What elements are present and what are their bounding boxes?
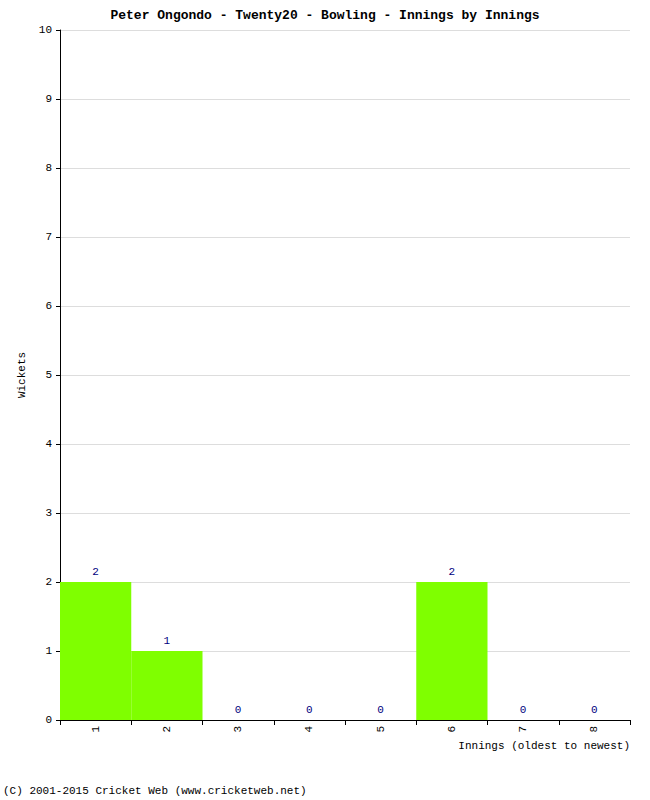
svg-text:1: 1 [45,645,52,657]
svg-text:0: 0 [306,704,313,716]
svg-text:0: 0 [235,704,242,716]
svg-text:2: 2 [161,726,173,733]
svg-text:7: 7 [517,726,529,733]
svg-text:0: 0 [520,704,527,716]
svg-text:4: 4 [45,438,52,450]
svg-text:3: 3 [45,507,52,519]
svg-text:Innings (oldest to newest): Innings (oldest to newest) [458,740,630,752]
svg-text:1: 1 [90,726,102,733]
svg-text:9: 9 [45,93,52,105]
svg-text:1: 1 [164,635,171,647]
svg-text:0: 0 [591,704,598,716]
svg-text:2: 2 [92,566,99,578]
svg-text:7: 7 [45,231,52,243]
svg-text:6: 6 [446,726,458,733]
svg-text:3: 3 [232,726,244,733]
svg-text:(C) 2001-2015 Cricket Web (www: (C) 2001-2015 Cricket Web (www.cricketwe… [3,785,307,797]
svg-text:5: 5 [45,369,52,381]
svg-text:6: 6 [45,300,52,312]
svg-text:0: 0 [377,704,384,716]
svg-text:4: 4 [303,726,315,733]
svg-text:8: 8 [45,162,52,174]
svg-text:10: 10 [39,24,52,36]
svg-text:5: 5 [375,726,387,733]
svg-text:Peter Ongondo - Twenty20 - Bow: Peter Ongondo - Twenty20 - Bowling - Inn… [110,8,539,23]
svg-text:2: 2 [45,576,52,588]
svg-text:0: 0 [45,714,52,726]
svg-text:2: 2 [449,566,456,578]
svg-text:8: 8 [588,726,600,733]
svg-text:Wickets: Wickets [16,352,28,398]
